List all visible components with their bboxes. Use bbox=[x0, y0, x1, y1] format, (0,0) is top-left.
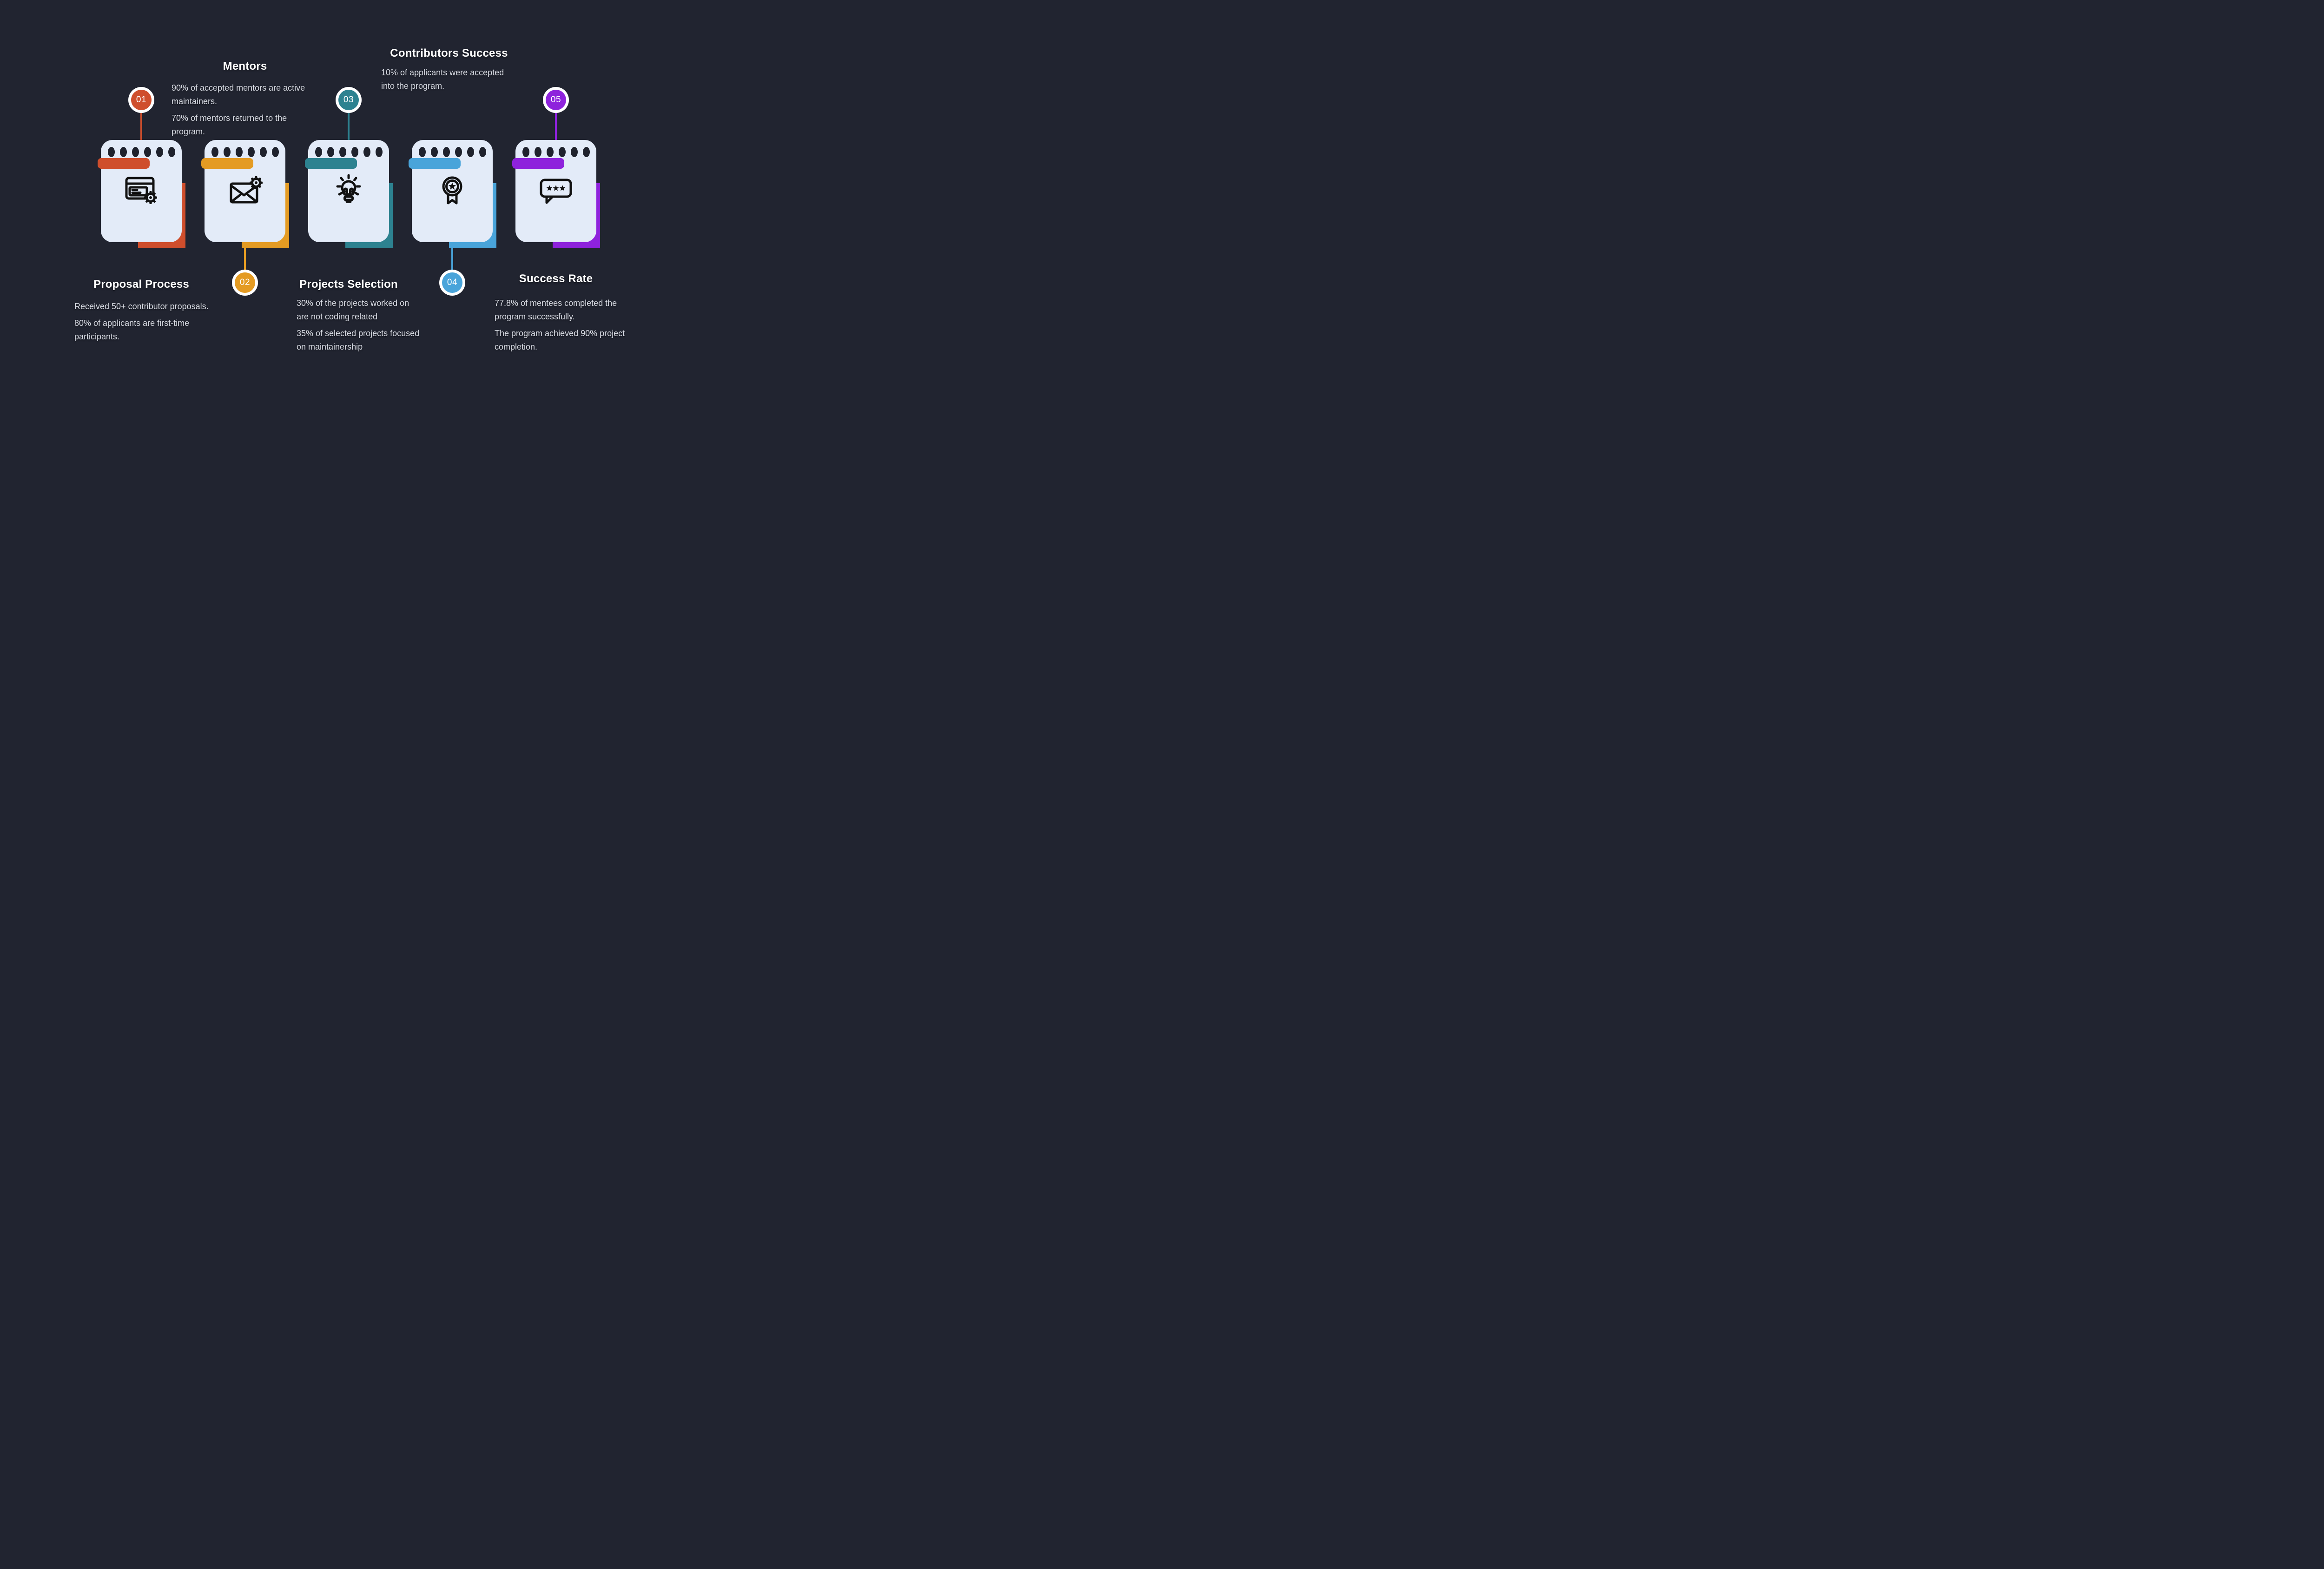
chat-rating-icon bbox=[537, 173, 574, 207]
binding-hole bbox=[479, 147, 486, 157]
binding-hole bbox=[132, 147, 139, 157]
binding-dots bbox=[205, 140, 285, 157]
connector-line bbox=[244, 242, 246, 270]
step-description: Received 50+ contributor proposals. 80% … bbox=[74, 302, 209, 341]
card-tab bbox=[512, 158, 564, 169]
binding-hole bbox=[430, 147, 438, 157]
step-title: Success Rate bbox=[519, 272, 593, 285]
step-number: 05 bbox=[546, 90, 566, 110]
binding-hole bbox=[522, 147, 529, 157]
card-tab bbox=[305, 158, 357, 169]
notepad-card bbox=[205, 140, 285, 242]
notepad-card bbox=[308, 140, 389, 242]
binding-hole bbox=[271, 147, 279, 157]
binding-hole bbox=[582, 147, 590, 157]
binding-hole bbox=[107, 147, 115, 157]
step-number: 04 bbox=[442, 272, 462, 293]
infographic-canvas: 01 bbox=[0, 0, 697, 392]
step-title: Contributors Success bbox=[390, 47, 508, 60]
step-description: 77.8% of mentees completed the program s… bbox=[495, 298, 625, 351]
notepad-card bbox=[412, 140, 493, 242]
step-description: 30% of the projects worked on are not co… bbox=[297, 298, 420, 351]
step-title: Projects Selection bbox=[299, 278, 398, 291]
binding-hole bbox=[467, 147, 474, 157]
binding-hole bbox=[418, 147, 426, 157]
step-description: 10% of applicants were accepted into the… bbox=[381, 68, 504, 91]
connector-line bbox=[140, 113, 142, 141]
binding-hole bbox=[223, 147, 231, 157]
notepad-card bbox=[101, 140, 182, 242]
card-tab bbox=[98, 158, 150, 169]
binding-hole bbox=[168, 147, 175, 157]
step-number-badge: 05 bbox=[543, 87, 569, 113]
binding-hole bbox=[144, 147, 151, 157]
binding-hole bbox=[442, 147, 450, 157]
step-title: Mentors bbox=[223, 60, 267, 73]
binding-hole bbox=[339, 147, 346, 157]
binding-hole bbox=[327, 147, 334, 157]
step-number: 02 bbox=[235, 272, 255, 293]
binding-hole bbox=[211, 147, 218, 157]
lightbulb-icon bbox=[330, 173, 367, 207]
step-number: 01 bbox=[131, 90, 152, 110]
step-number-badge: 01 bbox=[128, 87, 154, 113]
browser-settings-icon bbox=[123, 173, 160, 207]
binding-dots bbox=[308, 140, 389, 157]
step-number-badge: 02 bbox=[232, 270, 258, 296]
binding-dots bbox=[515, 140, 596, 157]
binding-hole bbox=[235, 147, 243, 157]
card-tab bbox=[409, 158, 461, 169]
connector-line bbox=[555, 113, 557, 141]
binding-hole bbox=[156, 147, 163, 157]
binding-hole bbox=[247, 147, 255, 157]
binding-hole bbox=[534, 147, 541, 157]
step-number-badge: 03 bbox=[336, 87, 362, 113]
binding-hole bbox=[315, 147, 322, 157]
step-number-badge: 04 bbox=[439, 270, 465, 296]
binding-hole bbox=[375, 147, 383, 157]
step-title: Proposal Process bbox=[93, 278, 189, 291]
binding-dots bbox=[101, 140, 182, 157]
step-number: 03 bbox=[338, 90, 359, 110]
card-tab bbox=[201, 158, 253, 169]
binding-hole bbox=[119, 147, 127, 157]
connector-line bbox=[451, 242, 453, 270]
binding-hole bbox=[570, 147, 578, 157]
binding-hole bbox=[363, 147, 370, 157]
mail-settings-icon bbox=[226, 173, 264, 207]
binding-hole bbox=[351, 147, 358, 157]
connector-line bbox=[348, 113, 350, 141]
step-description: 90% of accepted mentors are active maint… bbox=[172, 83, 305, 136]
notepad-card bbox=[515, 140, 596, 242]
binding-hole bbox=[546, 147, 554, 157]
binding-hole bbox=[455, 147, 462, 157]
binding-dots bbox=[412, 140, 493, 157]
binding-hole bbox=[558, 147, 566, 157]
award-badge-icon bbox=[434, 173, 471, 207]
binding-hole bbox=[259, 147, 267, 157]
